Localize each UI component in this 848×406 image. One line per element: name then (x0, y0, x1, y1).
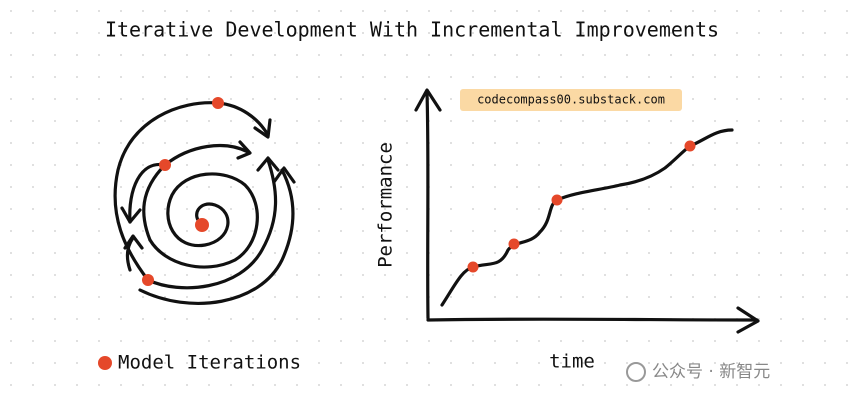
title: Iterative Development With Incremental I… (105, 18, 719, 42)
legend-dot (98, 356, 112, 370)
badge-text: codecompass00.substack.com (477, 93, 665, 107)
iteration-dot (212, 97, 224, 109)
iteration-dot (195, 218, 209, 232)
legend-label: Model Iterations (118, 352, 301, 374)
iteration-dot (159, 159, 171, 171)
performance-dot (508, 238, 520, 250)
performance-graph (414, 88, 760, 334)
y-axis-label: Performance (375, 142, 397, 268)
iteration-dot (142, 274, 154, 286)
watermark-icon (626, 362, 646, 382)
watermark: 公众号 · 新智元 (652, 362, 770, 382)
performance-dot (684, 140, 696, 152)
performance-dot (467, 261, 479, 273)
x-axis-label: time (549, 351, 595, 373)
spiral-diagram (113, 97, 296, 305)
badge (460, 89, 682, 111)
performance-dot (551, 194, 563, 206)
